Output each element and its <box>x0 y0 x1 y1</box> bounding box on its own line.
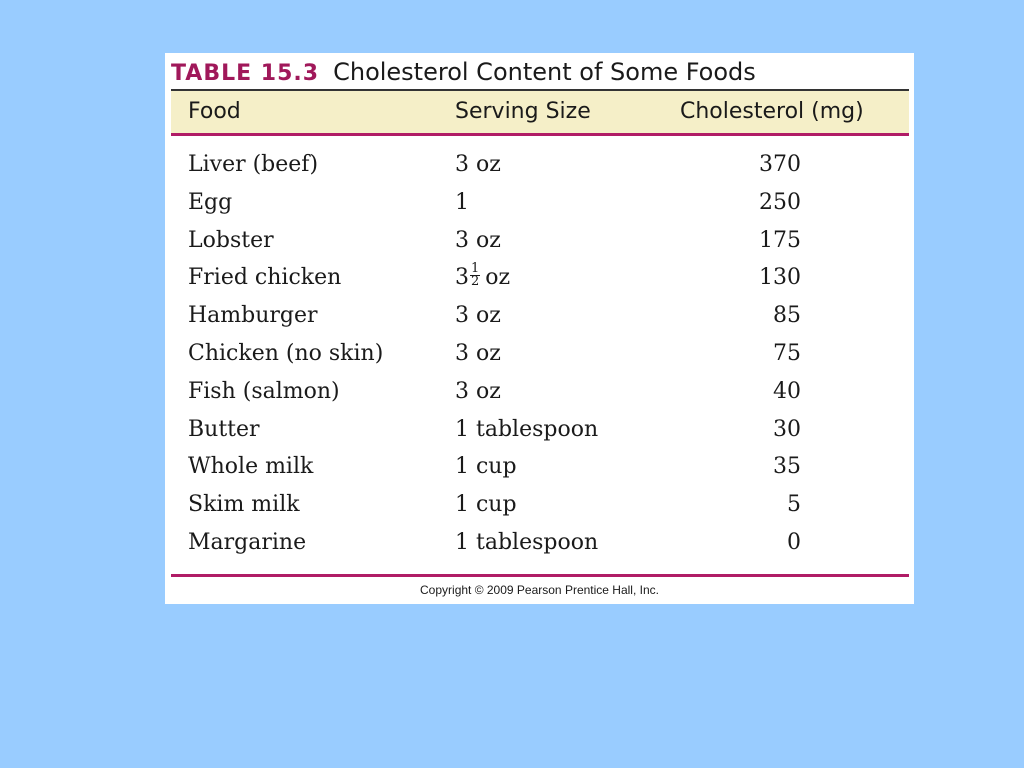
cholesterol-cell: 130 <box>759 265 801 291</box>
food-cell: Fish (salmon) <box>188 378 340 404</box>
cholesterol-cell: 40 <box>773 378 801 404</box>
cholesterol-cell: 0 <box>787 529 801 555</box>
cholesterol-cell: 370 <box>759 152 801 177</box>
cholesterol-cell: 30 <box>773 416 801 442</box>
serving-cell: 3 oz <box>455 340 501 366</box>
fraction-numerator: 1 <box>470 260 481 276</box>
food-cell: Liver (beef) <box>188 152 319 177</box>
header-food: Food <box>188 99 241 124</box>
serving-cell: 1 tablespoon <box>455 529 599 555</box>
serving-cell: 3 oz <box>455 227 501 253</box>
table-row: Butter 1 tablespoon 30 <box>165 411 914 449</box>
table-row: Skim milk 1 cup 5 <box>165 486 914 524</box>
table-header: Food Serving Size Cholesterol (mg) <box>171 89 909 136</box>
table-caption: TABLE 15.3 Cholesterol Content of Some Fo… <box>171 55 756 93</box>
serving-cell: 1 <box>455 189 469 215</box>
serving-whole: 3 <box>455 265 469 291</box>
cholesterol-cell: 75 <box>773 340 801 366</box>
table-card: TABLE 15.3 Cholesterol Content of Some Fo… <box>165 53 914 604</box>
table-row: Hamburger 3 oz 85 <box>165 297 914 335</box>
cholesterol-cell: 35 <box>773 454 801 480</box>
table-body: Liver (beef) 3 oz 370 Egg 1 250 Lobster … <box>165 146 914 562</box>
table-bottom-rule <box>171 574 909 577</box>
cholesterol-cell: 5 <box>787 492 801 518</box>
food-cell: Hamburger <box>188 303 318 329</box>
food-cell: Chicken (no skin) <box>188 340 384 366</box>
table-row: Lobster 3 oz 175 <box>165 222 914 260</box>
food-cell: Whole milk <box>188 454 314 480</box>
food-cell: Lobster <box>188 227 274 253</box>
header-cholesterol: Cholesterol (mg) <box>680 99 864 124</box>
food-cell: Egg <box>188 189 233 215</box>
table-row: Whole milk 1 cup 35 <box>165 448 914 486</box>
table-row: Egg 1 250 <box>165 184 914 222</box>
table-row: Fried chicken 3 1 2 oz 130 <box>165 259 914 297</box>
cholesterol-cell: 175 <box>759 227 801 253</box>
table-row: Liver (beef) 3 oz 370 <box>165 146 914 184</box>
header-serving-size: Serving Size <box>455 99 591 124</box>
serving-cell: 3 oz <box>455 152 501 177</box>
table-title: Cholesterol Content of Some Foods <box>333 58 756 86</box>
fraction-denominator: 2 <box>471 273 480 289</box>
serving-cell: 1 cup <box>455 454 517 480</box>
food-cell: Fried chicken <box>188 265 342 291</box>
food-cell: Skim milk <box>188 492 300 518</box>
serving-cell: 3 oz <box>455 303 501 329</box>
table-number: TABLE 15.3 <box>171 61 320 86</box>
serving-cell: 1 tablespoon <box>455 416 599 442</box>
table-row: Margarine 1 tablespoon 0 <box>165 524 914 562</box>
serving-cell: 3 1 2 oz <box>455 259 510 297</box>
food-cell: Margarine <box>188 529 307 555</box>
cholesterol-cell: 85 <box>773 303 801 329</box>
copyright-notice: Copyright © 2009 Pearson Prentice Hall, … <box>420 583 659 597</box>
food-cell: Butter <box>188 416 260 442</box>
cholesterol-cell: 250 <box>759 189 801 215</box>
serving-cell: 1 cup <box>455 492 517 518</box>
serving-cell: 3 oz <box>455 378 501 404</box>
serving-unit: oz <box>485 265 511 291</box>
table-row: Fish (salmon) 3 oz 40 <box>165 373 914 411</box>
table-row: Chicken (no skin) 3 oz 75 <box>165 335 914 373</box>
